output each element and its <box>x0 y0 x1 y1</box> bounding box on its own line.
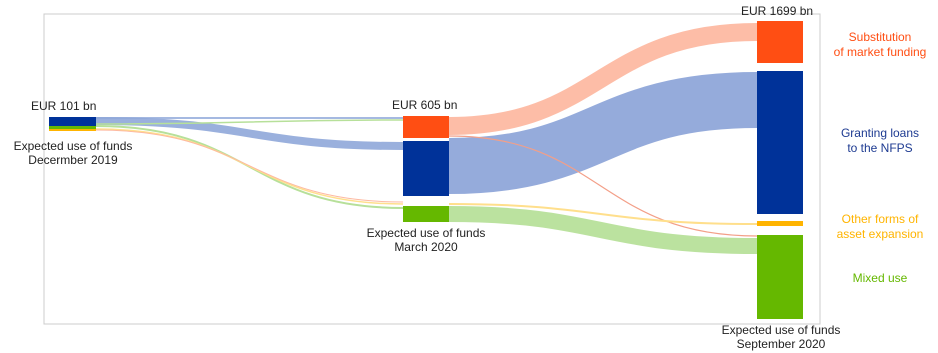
flow-mar-market-to-sep-mixed <box>448 135 758 237</box>
node-mar-market <box>403 116 449 138</box>
node-mar-2020 <box>403 116 449 222</box>
stage3-caption: Expected use of funds September 2020 <box>711 323 851 351</box>
stage2-caption-line1: Expected use of funds <box>366 226 486 240</box>
stage1-total: EUR 101 bn <box>31 99 97 113</box>
category-label-loans-nfps-line1: Granting loans <box>840 126 920 140</box>
flows-stage2 <box>448 23 758 254</box>
flow-dec-market-to-mar <box>95 129 404 203</box>
category-label-market-funding-line2: of market funding <box>833 45 927 59</box>
node-sep-market <box>757 21 803 63</box>
flow-mar-mixed-to-sep-mixed <box>448 206 758 254</box>
flow-mar-other-to-sep-other <box>448 203 758 225</box>
stage3-caption-line2: September 2020 <box>736 337 826 351</box>
node-dec-other <box>49 129 96 131</box>
node-dec-loans <box>49 117 96 126</box>
stage1-caption: Expected use of funds Decermber 2019 <box>6 139 140 167</box>
node-dec-mixed <box>49 126 96 129</box>
node-sep-other <box>757 221 803 226</box>
flows-stage1 <box>95 116 404 209</box>
node-dec-2019 <box>49 117 96 131</box>
node-sep-2020 <box>757 21 803 319</box>
stage1-caption-line1: Expected use of funds <box>13 139 133 153</box>
stage2-total: EUR 605 bn <box>392 98 458 112</box>
category-label-other-asset-expansion: Other forms of asset expansion <box>826 212 934 242</box>
category-label-loans-nfps: Granting loans to the NFPS <box>826 126 934 156</box>
category-label-other-line2: asset expansion <box>836 227 924 241</box>
node-mar-loans <box>403 141 449 196</box>
flow-mar-loans-to-sep-loans <box>448 72 758 194</box>
category-label-market-funding: Substitution of market funding <box>826 30 934 60</box>
stage1-caption-line2: Decermber 2019 <box>28 153 118 167</box>
flow-dec-to-mar-mixed-b <box>95 119 404 125</box>
flow-mar-market-to-sep-market <box>448 23 758 135</box>
stage2-caption: Expected use of funds March 2020 <box>356 226 496 254</box>
category-label-loans-nfps-line2: to the NFPS <box>847 141 913 155</box>
category-label-mixed-use-line1: Mixed use <box>852 271 908 285</box>
category-label-market-funding-line1: Substitution <box>848 30 912 44</box>
category-label-other-line1: Other forms of <box>841 212 919 226</box>
flow-dec-loans-to-mar-loans <box>95 117 404 150</box>
category-label-mixed-use: Mixed use <box>826 271 934 286</box>
node-sep-loans <box>757 71 803 214</box>
plot-frame <box>43 13 821 325</box>
stage3-total: EUR 1699 bn <box>741 4 814 18</box>
stage2-caption-line2: March 2020 <box>394 240 458 254</box>
node-sep-mixed <box>757 235 803 319</box>
stage3-caption-line1: Expected use of funds <box>721 323 841 337</box>
flow-dec-other-to-mar-other <box>95 128 404 205</box>
node-mar-mixed <box>403 206 449 222</box>
